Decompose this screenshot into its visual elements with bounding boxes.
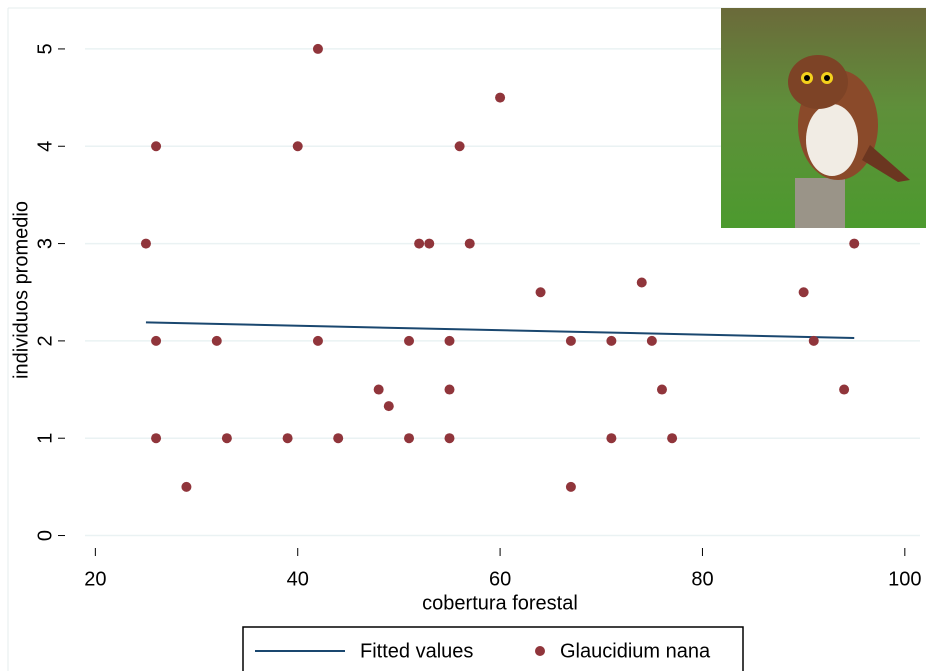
scatter-point — [151, 335, 162, 346]
scatter-point — [151, 141, 162, 152]
y-tick-label: 1 — [34, 433, 56, 444]
legend-label: Glaucidium nana — [560, 640, 711, 662]
scatter-point — [667, 433, 678, 444]
y-tick-label: 0 — [34, 530, 56, 541]
scatter-point — [211, 335, 222, 346]
owl-photo — [721, 8, 926, 228]
scatter-point — [333, 433, 344, 444]
scatter-point — [424, 238, 435, 249]
y-axis-title: individuos promedio — [10, 201, 32, 379]
x-tick-label: 20 — [84, 568, 106, 590]
fitted-line — [145, 321, 855, 339]
x-axis-title: cobertura forestal — [422, 592, 578, 614]
scatter-point — [444, 335, 455, 346]
scatter-point — [383, 401, 394, 412]
scatter-point — [414, 238, 425, 249]
scatter-point — [798, 287, 809, 298]
scatter-point — [221, 433, 232, 444]
scatter-point — [292, 141, 303, 152]
legend-label: Fitted values — [360, 640, 473, 662]
scatter-point — [808, 335, 819, 346]
scatter-point — [636, 277, 647, 288]
scatter-point — [404, 335, 415, 346]
scatter-point — [444, 433, 455, 444]
scatter-point — [373, 384, 384, 395]
scatter-point — [565, 335, 576, 346]
y-tick-label: 5 — [34, 43, 56, 54]
y-tick-label: 4 — [34, 141, 56, 152]
scatter-point — [151, 433, 162, 444]
scatter-point — [839, 384, 850, 395]
scatter-point — [312, 43, 323, 54]
y-tick-label: 2 — [34, 335, 56, 346]
scatter-point — [646, 335, 657, 346]
x-tick-label: 80 — [691, 568, 713, 590]
scatter-point — [282, 433, 293, 444]
scatter-point — [140, 238, 151, 249]
scatter-point — [181, 481, 192, 492]
x-tick-label: 100 — [888, 568, 921, 590]
scatter-point — [565, 481, 576, 492]
scatter-point — [849, 238, 860, 249]
legend-box — [242, 626, 744, 671]
scatter-point — [535, 287, 546, 298]
scatter-point — [464, 238, 475, 249]
scatter-point — [495, 92, 506, 103]
x-tick-label: 40 — [287, 568, 309, 590]
scatter-point — [454, 141, 465, 152]
scatter-point — [606, 335, 617, 346]
scatter-point — [312, 335, 323, 346]
scatter-point — [444, 384, 455, 395]
legend-marker — [535, 646, 545, 656]
scatter-point — [404, 433, 415, 444]
scatter-point — [656, 384, 667, 395]
y-tick-label: 3 — [34, 238, 56, 249]
x-tick-label: 60 — [489, 568, 511, 590]
scatter-point — [606, 433, 617, 444]
